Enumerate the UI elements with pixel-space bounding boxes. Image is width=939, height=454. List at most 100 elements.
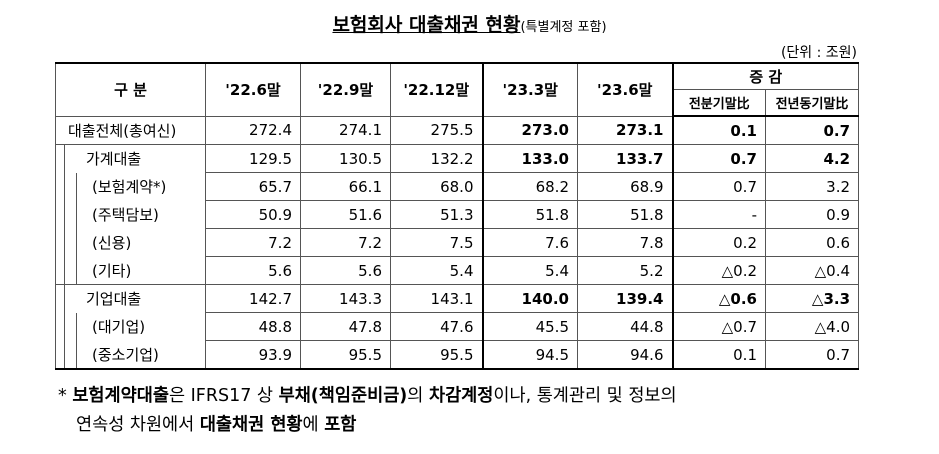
cell: 0.7 [672,144,766,173]
label-text: (기타) [92,261,132,280]
cell: 68.0 [390,172,483,201]
table-row: (중소기업) 93.9 95.5 95.5 94.5 94.6 0.1 0.7 [55,340,860,370]
cell: 51.8 [481,200,578,229]
row-label: (보험계약*) [55,172,206,201]
cell: 0.6 [764,228,860,257]
group-header: 증 감 [671,62,860,90]
cell: 132.2 [390,144,483,173]
cell: 47.8 [300,312,391,341]
cell: △0.2 [672,256,766,285]
cell: 0.7 [764,340,860,370]
column-header: '22.9말 [300,62,391,117]
cell: 5.4 [390,256,483,285]
cell: 68.2 [481,172,578,201]
cell: 51.6 [300,200,391,229]
loan-table: 구 분 '22.6말 '22.9말 '22.12말 '23.3말 '23.6말 증 감 전분기… [55,62,860,370]
cell: 5.6 [205,256,301,285]
row-label: (중소기업) [55,340,206,370]
column-header: 구 분 [55,62,206,117]
label-text: (신용) [92,234,132,252]
cell: 0.7 [764,115,860,145]
footnote: * 보험계약대출은 IFRS17 상 부채(책임준비금)의 차감계정이나, 통계… [58,382,677,440]
table-row: (신용) 7.2 7.2 7.5 7.6 7.8 0.2 0.6 [55,228,860,257]
title-block: 보험회사 대출채권 현황(특별계정 포함) [0,10,939,37]
cell: 143.1 [390,284,483,313]
row-label: 기업대출 [55,284,206,313]
header-row: 전분기말比 전년동기말比 [56,89,860,117]
cell: △3.3 [764,284,860,313]
cell: 50.9 [205,200,301,229]
footnote-text: 이나, 통계관리 및 정보의 [493,386,677,406]
column-header: '23.6말 [577,62,674,117]
cell: 0.9 [764,200,860,229]
subtitle: (특별계정 포함) [520,20,607,35]
label-text: (보험계약*) [92,178,167,196]
cell: 7.2 [205,228,301,257]
title: 보험회사 대출채권 현황 [332,14,521,36]
unit: (단위 : 조원) [780,45,857,61]
cell: 0.1 [672,340,766,370]
cell: 143.3 [300,284,391,313]
cell: 0.1 [672,115,766,145]
row-label: (대기업) [55,312,206,341]
cell: - [672,200,766,229]
row-label: 대출전체(총여신) [55,116,206,145]
row-label: 가계대출 [55,144,206,173]
footnote-text: * [58,386,73,406]
cell: 139.4 [577,284,674,313]
cell: 129.5 [205,144,301,173]
table-row: 기업대출 142.7 143.3 143.1 140.0 139.4 △0.6 △3.3 [55,284,860,313]
label-text: (대기업) [92,318,146,336]
cell: △0.4 [764,256,860,285]
column-header: '23.3말 [481,62,578,117]
cell: 94.5 [481,340,578,370]
cell: 93.9 [205,340,301,370]
label-text: 기업대출 [86,290,142,309]
table-row: (보험계약*) 65.7 66.1 68.0 68.2 68.9 0.7 3.2 [55,172,860,201]
cell: 130.5 [300,144,391,173]
label-text: 가계대출 [86,150,142,169]
row-label: (주택담보) [55,200,206,229]
cell: 7.8 [577,228,674,257]
label-text: (주택담보) [92,206,159,224]
table-row: 대출전체(총여신) 272.4 274.1 275.5 273.0 273.1 0.1 0.7 [55,115,860,145]
cell: 51.8 [577,200,674,229]
cell: 94.6 [577,340,674,370]
cell: 0.2 [672,228,766,257]
footnote-text: 연속성 차원에서 [76,415,200,435]
footnote-text: 에 [302,415,325,435]
footnote-text: 대출채권 현황 [199,415,303,435]
cell: 140.0 [481,284,578,313]
label-text: (중소기업) [92,345,159,364]
footnote-text: 부채(책임준비금) [278,386,408,406]
cell: 274.1 [300,115,391,145]
row-label: (기타) [55,256,206,285]
footnote-line: 연속성 차원에서 대출채권 현황에 포함 [58,411,677,440]
cell: 47.6 [390,312,483,341]
table-row: 가계대출 129.5 130.5 132.2 133.0 133.7 0.7 4.2 [55,144,860,173]
cell: 95.5 [390,340,483,370]
table-row: (기타) 5.6 5.6 5.4 5.4 5.2 △0.2 △0.4 [55,256,860,285]
column-header: '22.12말 [390,62,483,117]
cell: 133.0 [481,144,578,173]
cell: △4.0 [764,312,860,341]
cell: 5.4 [481,256,578,285]
cell: 4.2 [764,144,860,173]
cell: △0.6 [672,284,766,313]
footnote-line: * 보험계약대출은 IFRS17 상 부채(책임준비금)의 차감계정이나, 통계… [58,382,677,411]
footnote-text: 보험계약대출 [72,386,169,406]
cell: 133.7 [577,144,674,173]
column-header: 전년동기말比 [764,89,860,117]
cell: 65.7 [205,172,301,201]
cell: △0.7 [672,312,766,341]
footnote-text: 포함 [324,415,357,435]
cell: 5.6 [300,256,391,285]
cell: 7.6 [481,228,578,257]
cell: 44.8 [577,312,674,341]
column-header: 전분기말比 [672,89,766,117]
row-label: (신용) [55,228,206,257]
footnote-text: 의 [407,386,429,406]
label-text: 대출전체(총여신) [68,121,177,140]
cell: 273.0 [481,115,578,145]
